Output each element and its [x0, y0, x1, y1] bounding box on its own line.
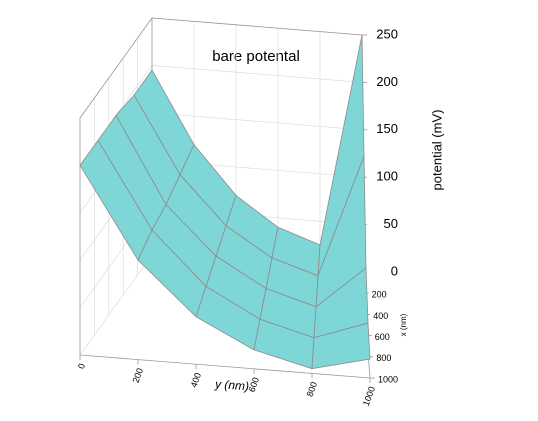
z-tick-label: 150	[376, 121, 398, 136]
grid-line	[79, 254, 153, 356]
x-tick-label: 1000	[378, 374, 398, 384]
x-tick-label: 400	[373, 311, 388, 321]
y-tick-label: 800	[305, 380, 320, 398]
surface-patch	[311, 322, 371, 370]
y-tick-label: 1000	[361, 385, 377, 407]
z-tick-label: 100	[376, 169, 398, 184]
x-tick-label: 600	[375, 332, 390, 342]
x-tick-label: 800	[376, 353, 391, 363]
axis-edge	[151, 17, 363, 36]
x-tick-label: 200	[372, 290, 387, 300]
y-tick-label: 600	[247, 376, 262, 394]
y-tick-label: 200	[131, 367, 146, 385]
y-axis-label: y (nm)	[214, 377, 250, 393]
grid-line	[151, 65, 363, 83]
grid-line	[151, 112, 363, 131]
z-axis-label: potential (mV)	[429, 110, 444, 191]
z-tick-label: 200	[376, 74, 398, 89]
z-tick-label: 0	[391, 263, 398, 278]
axis-edge	[79, 17, 153, 119]
y-tick-label: 400	[189, 371, 204, 389]
z-tick-label: 250	[376, 26, 398, 41]
y-tick-label: 0	[76, 362, 87, 370]
x-axis-label: x (nm)	[399, 313, 408, 336]
chart-title: bare potental	[212, 48, 300, 65]
axis-edge	[79, 354, 371, 379]
z-tick-label: 50	[384, 216, 398, 231]
